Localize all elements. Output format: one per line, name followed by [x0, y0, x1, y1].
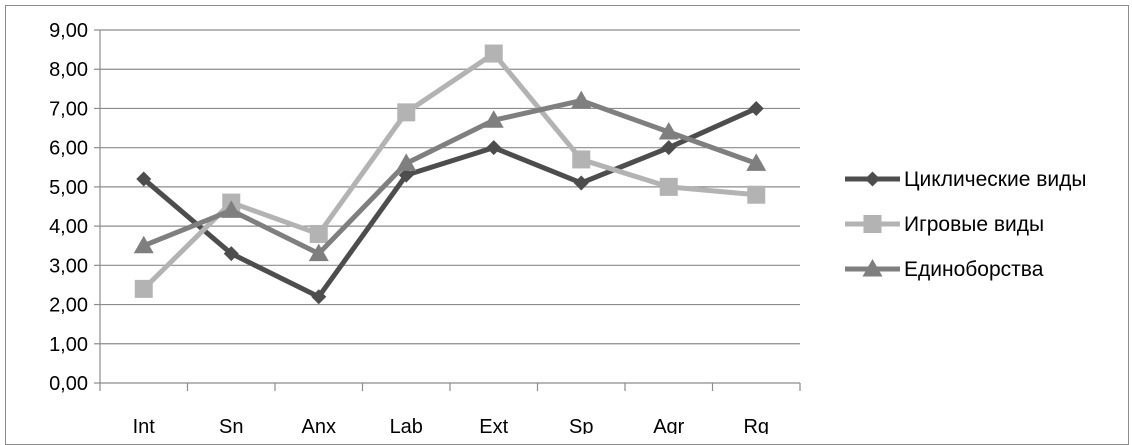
data-point-1 [136, 171, 152, 187]
data-point-1 [223, 246, 239, 262]
data-point-1 [573, 175, 589, 191]
data-point-3 [221, 200, 242, 218]
x-tick-label: Sn [219, 416, 243, 434]
legend-marker-2 [863, 215, 882, 233]
data-point-1 [486, 140, 502, 156]
legend-marker-1 [865, 171, 880, 187]
series-line-2 [141, 51, 759, 292]
x-tick-label: Anx [302, 416, 336, 434]
y-tick-label: 5,00 [49, 177, 88, 199]
y-tick-label: 9,00 [49, 20, 88, 42]
x-tick-label: Int [133, 416, 156, 434]
y-tick-label: 6,00 [49, 138, 88, 160]
data-point-2 [659, 177, 678, 196]
y-tick-label: 4,00 [49, 216, 88, 238]
x-tick-label: Rg [743, 416, 769, 434]
data-point-3 [396, 153, 417, 171]
y-tick-label: 7,00 [49, 98, 88, 120]
x-tick-label: Agr [653, 416, 684, 434]
data-point-1 [311, 289, 327, 305]
legend-marker-3 [862, 259, 883, 277]
data-point-1 [748, 100, 764, 116]
series-line-3 [141, 98, 759, 257]
data-point-3 [658, 121, 679, 140]
data-point-3 [308, 243, 329, 262]
legend-label-1: Циклические виды [904, 168, 1086, 191]
data-point-2 [397, 103, 416, 122]
y-tick-label: 8,00 [49, 59, 88, 81]
data-point-2 [134, 279, 153, 298]
data-point-3 [133, 235, 154, 254]
x-tick-label: Sp [569, 416, 593, 434]
y-tick-label: 2,00 [49, 295, 88, 317]
y-tick-label: 0,00 [49, 373, 88, 395]
line-chart: 0,00 1,00 2,00 3,00 4,00 5,00 6,00 7,00 8,00 9,00… [49, 20, 1086, 434]
data-point-3 [483, 110, 504, 128]
data-point-2 [747, 185, 766, 204]
x-tick-label: Ext [479, 416, 508, 434]
legend-label-2: Игровые виды [904, 213, 1044, 236]
data-point-2 [309, 224, 328, 243]
data-point-1 [661, 140, 677, 156]
x-tick-label: Lab [390, 416, 423, 434]
y-tick-label: 1,00 [49, 334, 88, 356]
series-line-1 [141, 105, 759, 300]
data-point-2 [572, 150, 591, 169]
data-point-3 [571, 90, 592, 109]
legend-label-3: Единоборства [904, 258, 1044, 281]
data-point-1 [398, 167, 414, 183]
data-point-2 [484, 44, 503, 63]
y-tick-label: 3,00 [49, 255, 88, 277]
data-point-3 [746, 153, 767, 171]
